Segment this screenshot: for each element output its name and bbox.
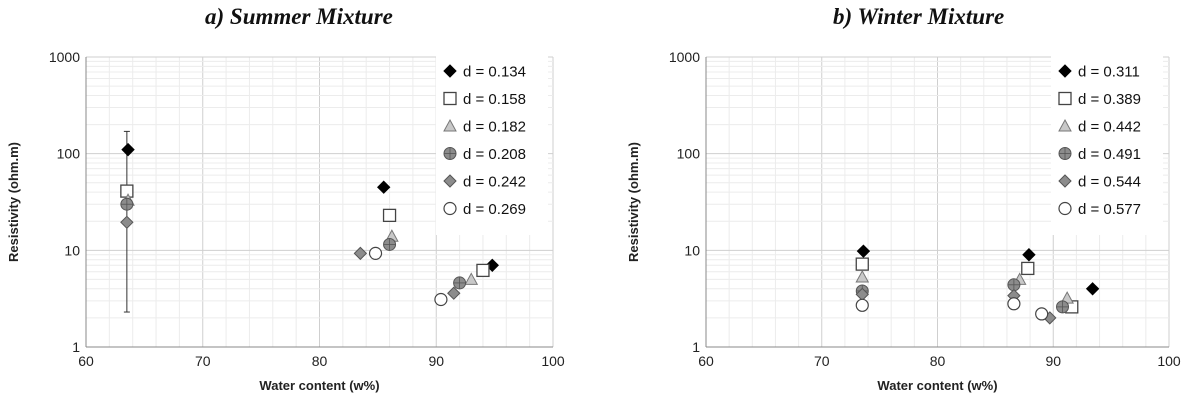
series-0158	[120, 184, 490, 278]
legend-label: d = 0.208	[463, 146, 526, 163]
legend-label: d = 0.577	[1078, 201, 1141, 218]
data-point	[382, 208, 397, 223]
data-point	[377, 180, 391, 194]
x-tick-label: 60	[698, 353, 714, 369]
legend-marker	[1058, 91, 1072, 106]
data-point	[353, 246, 368, 261]
legend-marker	[443, 174, 457, 188]
legend-marker	[1058, 64, 1072, 78]
y-tick-label: 100	[677, 146, 701, 162]
legend: d = 0.311 d = 0.389 d = 0.442 d = 0.491 d = …	[1051, 55, 1163, 235]
data-point	[1085, 282, 1100, 296]
y-axis-label: Resistivity (ohm.m)	[6, 142, 21, 262]
data-point	[120, 184, 134, 198]
legend-marker	[1058, 174, 1072, 188]
x-tick-label: 90	[428, 353, 444, 369]
legend-label: d = 0.269	[463, 201, 526, 218]
x-tick-label: 80	[312, 353, 328, 369]
legend-marker	[443, 64, 457, 78]
series-0577	[855, 297, 1049, 321]
x-tick-label: 100	[1157, 353, 1181, 369]
data-point	[1022, 248, 1036, 262]
legend-marker	[1058, 118, 1072, 132]
series-0134	[121, 142, 499, 273]
data-point	[434, 292, 448, 307]
series-0311	[856, 244, 1100, 296]
legend-marker	[443, 91, 457, 106]
legend-label: d = 0.544	[1078, 174, 1141, 191]
x-tick-label: 70	[814, 353, 830, 369]
y-tick-label: 10	[64, 242, 80, 258]
x-axis-label: Water content (w%)	[877, 378, 997, 393]
y-tick-label: 1	[72, 339, 80, 355]
data-point	[121, 142, 135, 157]
chart-title-summer: a) Summer Mixture	[205, 4, 393, 29]
data-point	[855, 269, 870, 283]
data-point	[856, 244, 871, 258]
data-point	[120, 215, 134, 230]
chart-title-winter: b) Winter Mixture	[833, 4, 1005, 29]
x-tick-label: 70	[195, 353, 211, 369]
x-tick-label: 100	[541, 353, 565, 369]
x-tick-label: 90	[1045, 353, 1061, 369]
y-tick-label: 1000	[49, 49, 80, 65]
data-point	[1035, 307, 1049, 321]
series-0269	[368, 246, 448, 307]
legend-marker	[443, 201, 457, 216]
data-point	[447, 286, 461, 300]
series-0208	[120, 197, 467, 290]
data-point	[855, 298, 869, 312]
legend-label: d = 0.134	[463, 64, 526, 81]
legend-marker	[443, 118, 457, 132]
legend-label: d = 0.442	[1078, 119, 1141, 136]
y-tick-label: 1000	[669, 49, 700, 65]
y-tick-label: 1	[692, 339, 700, 355]
data-point	[855, 257, 869, 271]
legend-label: d = 0.182	[463, 119, 526, 136]
legend-label: d = 0.389	[1078, 91, 1141, 108]
y-tick-label: 10	[684, 242, 700, 258]
x-axis-label: Water content (w%)	[259, 378, 379, 393]
data-point	[368, 246, 383, 260]
series-0242	[120, 215, 461, 300]
legend-label: d = 0.242	[463, 174, 526, 191]
legend-label: d = 0.491	[1078, 146, 1141, 163]
x-tick-label: 60	[78, 353, 94, 369]
data-point	[1007, 297, 1021, 311]
data-point	[1021, 261, 1035, 276]
x-tick-label: 80	[930, 353, 946, 369]
data-point	[476, 263, 490, 278]
legend: d = 0.134 d = 0.158 d = 0.182 d = 0.208 d = …	[436, 55, 548, 235]
legend-marker	[1058, 201, 1072, 216]
y-tick-label: 100	[57, 146, 81, 162]
data-point	[464, 272, 479, 285]
legend-label: d = 0.311	[1078, 64, 1140, 81]
legend-label: d = 0.158	[463, 91, 526, 108]
y-axis-label: Resistivity (ohm.m)	[626, 142, 641, 262]
